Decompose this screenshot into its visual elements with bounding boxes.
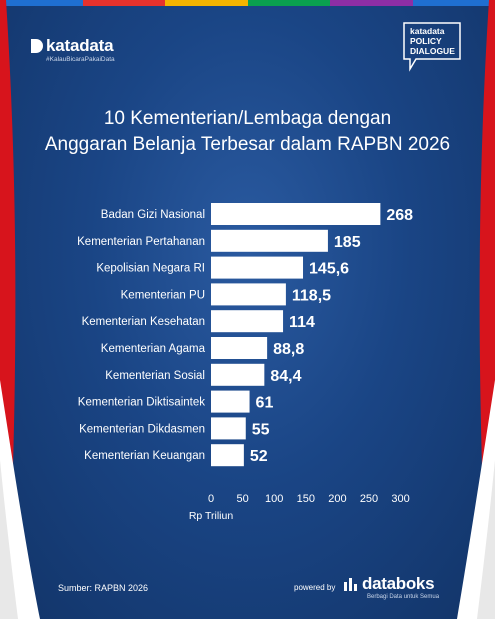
badge-line-2: POLICY bbox=[410, 36, 442, 46]
databoks-tagline: Berbagi Data untuk Semua bbox=[367, 594, 440, 600]
value-label: 55 bbox=[252, 421, 270, 438]
speech-bubble-icon bbox=[403, 22, 461, 72]
stripe-segment-3 bbox=[247, 0, 330, 6]
databoks-logo-mark-icon bbox=[344, 578, 357, 591]
value-label: 114 bbox=[289, 314, 315, 331]
source-note: Sumber: RAPBN 2026 bbox=[58, 583, 149, 593]
category-label: Badan Gizi Nasional bbox=[101, 209, 205, 221]
category-label: Kementerian Keuangan bbox=[84, 450, 205, 462]
x-tick-label: 0 bbox=[208, 493, 214, 505]
powered-by-label: powered by bbox=[294, 583, 336, 592]
category-label: Kementerian Agama bbox=[101, 343, 206, 355]
value-label: 52 bbox=[250, 448, 268, 465]
chart-title-line-1: 10 Kementerian/Lembaga dengan bbox=[103, 108, 392, 129]
databoks-name: databoks bbox=[362, 574, 435, 593]
x-tick-label: 300 bbox=[391, 493, 409, 505]
x-tick-label: 250 bbox=[360, 493, 378, 505]
x-tick-label: 200 bbox=[328, 493, 346, 505]
katadata-logo: katadata bbox=[31, 36, 114, 56]
stripe-segment-0 bbox=[0, 0, 83, 6]
bar bbox=[211, 390, 250, 413]
category-label: Kementerian Sosial bbox=[105, 370, 205, 382]
katadata-logo-mark-icon bbox=[31, 39, 43, 53]
bar bbox=[211, 256, 304, 279]
stripe-segment-1 bbox=[82, 0, 165, 6]
x-tick-label: 150 bbox=[297, 493, 315, 505]
stripe-segment-2 bbox=[165, 0, 248, 6]
bar bbox=[211, 337, 268, 359]
databoks-logo: databoks bbox=[343, 574, 435, 594]
category-label: Kementerian Diktisaintek bbox=[78, 397, 205, 409]
category-label: Kepolisian Negara RI bbox=[96, 263, 205, 275]
bar bbox=[211, 417, 246, 440]
bar bbox=[211, 283, 286, 306]
value-label: 61 bbox=[256, 395, 274, 412]
x-axis-title: Rp Triliun bbox=[189, 510, 234, 522]
category-label: Kementerian PU bbox=[121, 289, 205, 301]
bar bbox=[211, 310, 284, 333]
category-label: Kementerian Dikdasmen bbox=[79, 423, 205, 435]
value-label: 145,6 bbox=[309, 261, 349, 278]
brand-name: katadata bbox=[46, 36, 114, 55]
value-label: 118,5 bbox=[292, 287, 331, 304]
category-label: Kementerian Kesehatan bbox=[82, 316, 205, 328]
value-label: 268 bbox=[386, 207, 413, 224]
bar bbox=[211, 363, 265, 386]
curtain-left-decoration bbox=[0, 0, 40, 619]
chart-title-line-2: Anggaran Belanja Terbesar dalam RAPBN 20… bbox=[44, 134, 451, 155]
x-tick-label: 50 bbox=[236, 493, 248, 505]
x-tick-label: 100 bbox=[265, 493, 283, 505]
value-label: 185 bbox=[334, 234, 361, 251]
badge-line-1: katadata bbox=[410, 26, 445, 36]
brand-tagline: #KalauBicaraPakaiData bbox=[46, 56, 115, 63]
top-color-stripe bbox=[0, 0, 495, 6]
value-label: 84,4 bbox=[270, 368, 301, 385]
badge-line-3: DIALOGUE bbox=[410, 46, 455, 56]
stripe-segment-5 bbox=[412, 0, 495, 6]
bar bbox=[211, 229, 328, 252]
value-label: 88,8 bbox=[273, 341, 304, 358]
category-label: Kementerian Pertahanan bbox=[77, 236, 205, 248]
chart-title: 10 Kementerian/Lembaga dengan Anggaran B… bbox=[0, 106, 495, 158]
bar bbox=[211, 444, 244, 467]
policy-dialogue-badge: katadata POLICY DIALOGUE bbox=[402, 21, 462, 72]
stripe-segment-4 bbox=[330, 0, 413, 6]
curtain-right-decoration bbox=[457, 0, 495, 619]
bar bbox=[211, 203, 381, 225]
